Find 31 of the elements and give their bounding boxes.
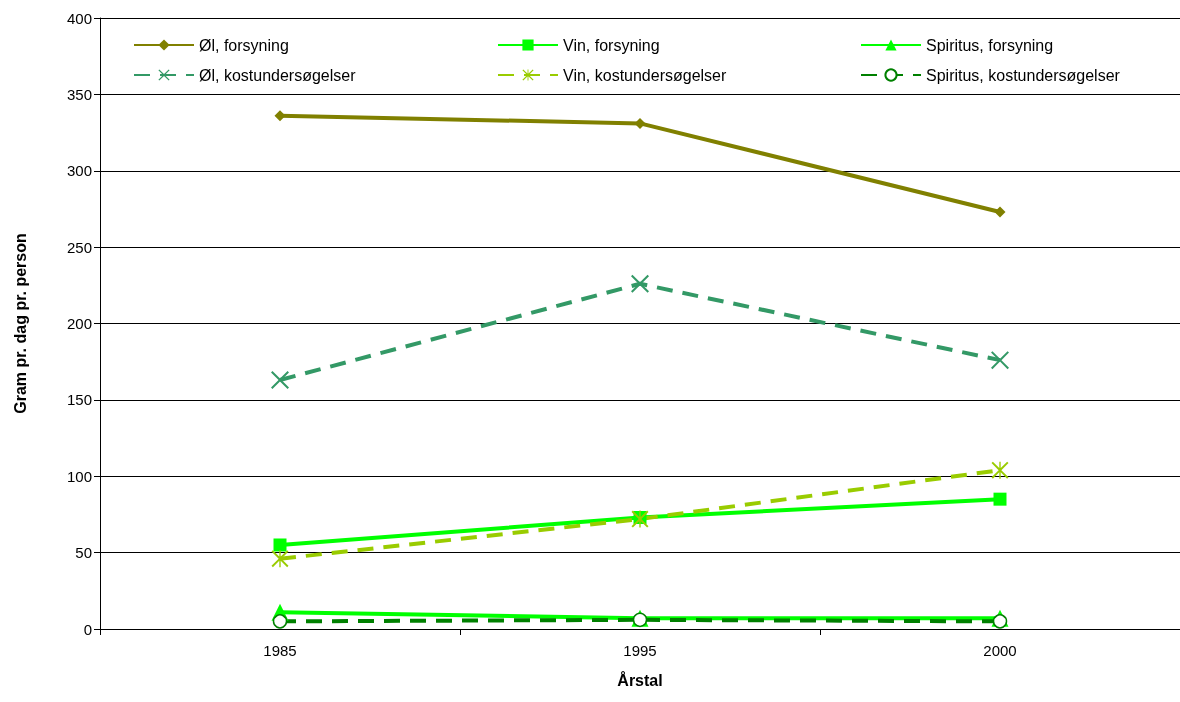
legend-label: Spiritus, kostundersøgelser [926, 66, 1121, 84]
y-tick-label: 150 [66, 391, 92, 409]
point [994, 206, 1006, 218]
y-tick-label: 200 [66, 315, 92, 332]
legend-label: Spiritus, forsyning [926, 36, 1054, 54]
y-tick-label: 350 [66, 85, 92, 103]
x-tick-label: 2000 [983, 642, 1017, 659]
legend-label: Øl, kostundersøgelser [199, 66, 357, 84]
legend-label: Vin, forsyning [563, 36, 660, 54]
y-axis-title: Gram pr. dag pr. person [11, 233, 29, 414]
point [991, 351, 1009, 370]
point [271, 550, 289, 568]
x-tick-label: 1985 [263, 642, 297, 659]
point [992, 614, 1008, 629]
point [993, 492, 1007, 506]
y-tick-label: 400 [66, 9, 92, 27]
x-tick-label: 1995 [623, 642, 657, 659]
y-tick-label: 50 [75, 544, 92, 562]
y-tick-label: 300 [66, 162, 92, 180]
point [271, 371, 289, 390]
legend-label: Vin, kostundersøgelser [563, 66, 728, 84]
point [272, 614, 288, 629]
y-tick-label: 0 [83, 620, 92, 638]
point [631, 510, 649, 528]
x-axis-title: Årstal [617, 670, 663, 689]
y-tick-label: 100 [66, 467, 92, 485]
point [273, 538, 287, 552]
point [631, 274, 649, 293]
y-tick-label: 250 [66, 238, 92, 256]
point [991, 461, 1009, 479]
legend-label: Øl, forsyning [199, 36, 289, 54]
